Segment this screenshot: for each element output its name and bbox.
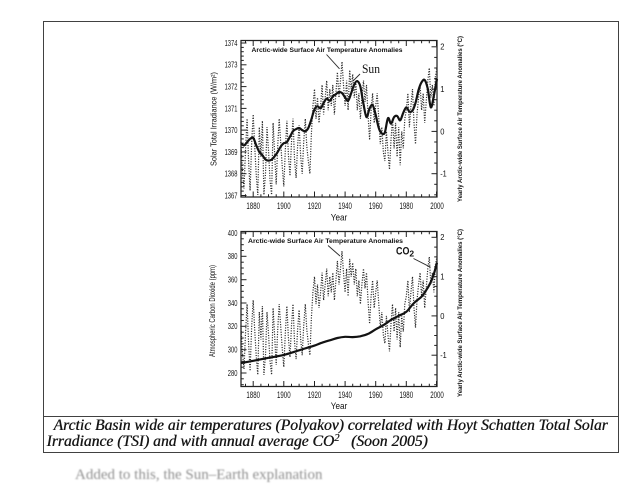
svg-text:1372: 1372 bbox=[225, 82, 238, 92]
svg-text:CO2: CO2 bbox=[396, 245, 414, 258]
svg-text:-1: -1 bbox=[440, 169, 447, 179]
svg-text:1: 1 bbox=[440, 272, 444, 282]
svg-text:400: 400 bbox=[228, 228, 238, 238]
svg-text:Year: Year bbox=[331, 212, 348, 222]
svg-text:1900: 1900 bbox=[277, 201, 291, 211]
svg-text:1367: 1367 bbox=[225, 190, 238, 200]
svg-text:1920: 1920 bbox=[308, 201, 322, 211]
svg-text:1980: 1980 bbox=[400, 201, 414, 211]
svg-text:1880: 1880 bbox=[246, 390, 260, 400]
svg-text:300: 300 bbox=[228, 345, 238, 355]
svg-text:0: 0 bbox=[440, 126, 444, 136]
svg-text:2: 2 bbox=[440, 232, 444, 242]
svg-text:Sun: Sun bbox=[362, 61, 380, 76]
svg-text:1960: 1960 bbox=[369, 390, 383, 400]
svg-text:Year: Year bbox=[331, 401, 348, 411]
svg-text:2000: 2000 bbox=[430, 390, 444, 400]
svg-text:320: 320 bbox=[228, 321, 238, 331]
svg-text:-1: -1 bbox=[440, 350, 447, 360]
svg-text:1900: 1900 bbox=[277, 390, 291, 400]
svg-text:1368: 1368 bbox=[225, 169, 238, 179]
svg-text:Arctic-wide Surface Air Temper: Arctic-wide Surface Air Temperature Anom… bbox=[248, 238, 403, 245]
svg-text:1371: 1371 bbox=[225, 103, 238, 113]
svg-text:280: 280 bbox=[228, 368, 238, 378]
svg-text:2000: 2000 bbox=[430, 201, 444, 211]
svg-text:1940: 1940 bbox=[338, 201, 352, 211]
svg-text:Arctic-wide Surface Air Temper: Arctic-wide Surface Air Temperature Anom… bbox=[252, 47, 403, 54]
svg-text:340: 340 bbox=[228, 298, 238, 308]
svg-text:360: 360 bbox=[228, 275, 238, 285]
svg-text:Solar Total Irradiance (W/m²): Solar Total Irradiance (W/m²) bbox=[209, 72, 218, 166]
svg-text:1374: 1374 bbox=[225, 38, 238, 48]
svg-text:Yearly Arctic-wide Surface Air: Yearly Arctic-wide Surface Air Temperatu… bbox=[457, 229, 464, 397]
svg-text:1940: 1940 bbox=[338, 390, 352, 400]
svg-text:1980: 1980 bbox=[400, 390, 414, 400]
svg-text:2: 2 bbox=[440, 42, 444, 52]
svg-text:Atmospheric Carbon Dioxide (pp: Atmospheric Carbon Dioxide (ppm) bbox=[208, 265, 217, 357]
svg-text:0: 0 bbox=[440, 311, 444, 321]
svg-text:1920: 1920 bbox=[308, 390, 322, 400]
svg-text:1880: 1880 bbox=[246, 201, 260, 211]
svg-text:1373: 1373 bbox=[225, 60, 238, 70]
svg-text:Yearly Arctic-wide Surface Air: Yearly Arctic-wide Surface Air Temperatu… bbox=[457, 36, 464, 202]
svg-text:1369: 1369 bbox=[225, 147, 238, 157]
svg-text:1370: 1370 bbox=[225, 125, 238, 135]
svg-text:1: 1 bbox=[440, 84, 444, 94]
svg-text:380: 380 bbox=[228, 251, 238, 261]
svg-text:1960: 1960 bbox=[369, 201, 383, 211]
